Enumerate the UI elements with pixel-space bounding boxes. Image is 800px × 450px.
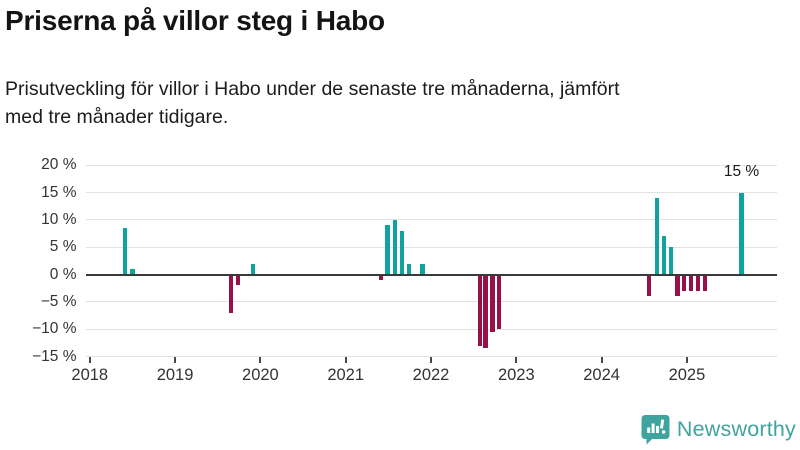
y-axis-tick-label: 15 % — [41, 183, 77, 201]
gridline — [85, 246, 777, 248]
x-axis-tick-label: 2025 — [668, 365, 706, 384]
bar-positive — [250, 263, 255, 275]
gridline — [85, 301, 777, 303]
bar-positive — [393, 219, 398, 275]
x-axis-tick — [174, 357, 177, 364]
bar-negative — [490, 274, 495, 332]
bar-positive — [406, 263, 411, 275]
x-axis-tick-label: 2018 — [71, 365, 109, 384]
x-axis-tick — [600, 357, 603, 364]
gridline — [85, 356, 777, 358]
y-axis-tick-label: 10 % — [41, 210, 77, 228]
x-axis-tick — [344, 357, 347, 364]
bar-negative — [702, 274, 707, 291]
bar-positive — [661, 236, 666, 275]
x-axis-tick-label: 2024 — [583, 365, 620, 384]
bar-positive — [399, 230, 405, 275]
bar-positive — [130, 269, 135, 275]
y-axis-tick-label: 5 % — [49, 238, 77, 256]
bar-negative — [483, 274, 488, 348]
gridline — [85, 219, 777, 221]
page-title: Priserna på villor steg i Habo — [5, 5, 385, 36]
bar-negative — [647, 274, 652, 297]
bar-negative — [236, 274, 241, 286]
gridline — [85, 164, 777, 166]
x-axis-tick-label: 2023 — [497, 365, 535, 384]
x-axis-tick — [430, 357, 432, 364]
x-axis-tick — [685, 357, 688, 364]
newsworthy-logo: Newsworthy — [641, 413, 796, 445]
chart-subtitle: Prisutveckling för villor i Habo under d… — [5, 78, 620, 128]
bar-positive — [739, 192, 744, 275]
gridline — [85, 328, 777, 330]
x-axis-tick — [515, 357, 518, 364]
y-axis-tick-label: −10 % — [32, 320, 77, 338]
bar-positive — [668, 247, 673, 275]
bar-negative — [229, 274, 234, 313]
chart-speech-bubble-icon — [641, 414, 670, 445]
bar-negative — [682, 274, 687, 291]
bar-positive — [654, 198, 660, 275]
bar-value-annotation: 15 % — [723, 162, 760, 180]
y-axis-tick-label: −15 % — [32, 347, 77, 365]
x-axis-tick — [88, 357, 91, 364]
zero-axis-line — [85, 273, 777, 276]
x-axis-tick-label: 2021 — [327, 365, 365, 384]
x-axis-tick — [259, 357, 262, 364]
newsworthy-brand-text: Newsworthy — [676, 416, 796, 441]
bar-negative — [689, 274, 694, 291]
bar-positive — [385, 225, 390, 275]
bar-negative — [675, 274, 680, 297]
bar-negative — [695, 274, 701, 291]
bar-positive — [420, 263, 425, 275]
bar-negative — [378, 274, 383, 281]
y-axis-tick-label: −5 % — [40, 292, 77, 310]
bar-negative — [477, 274, 482, 346]
y-axis-tick-label: 20 % — [41, 156, 77, 174]
bar-positive — [122, 228, 127, 275]
x-axis-tick-label: 2019 — [156, 365, 194, 384]
gridline — [85, 192, 777, 194]
y-axis-tick-label: 0 % — [49, 265, 77, 283]
x-axis-tick-label: 2022 — [412, 365, 450, 384]
x-axis-tick-label: 2020 — [242, 365, 279, 384]
bar-negative — [497, 274, 502, 330]
